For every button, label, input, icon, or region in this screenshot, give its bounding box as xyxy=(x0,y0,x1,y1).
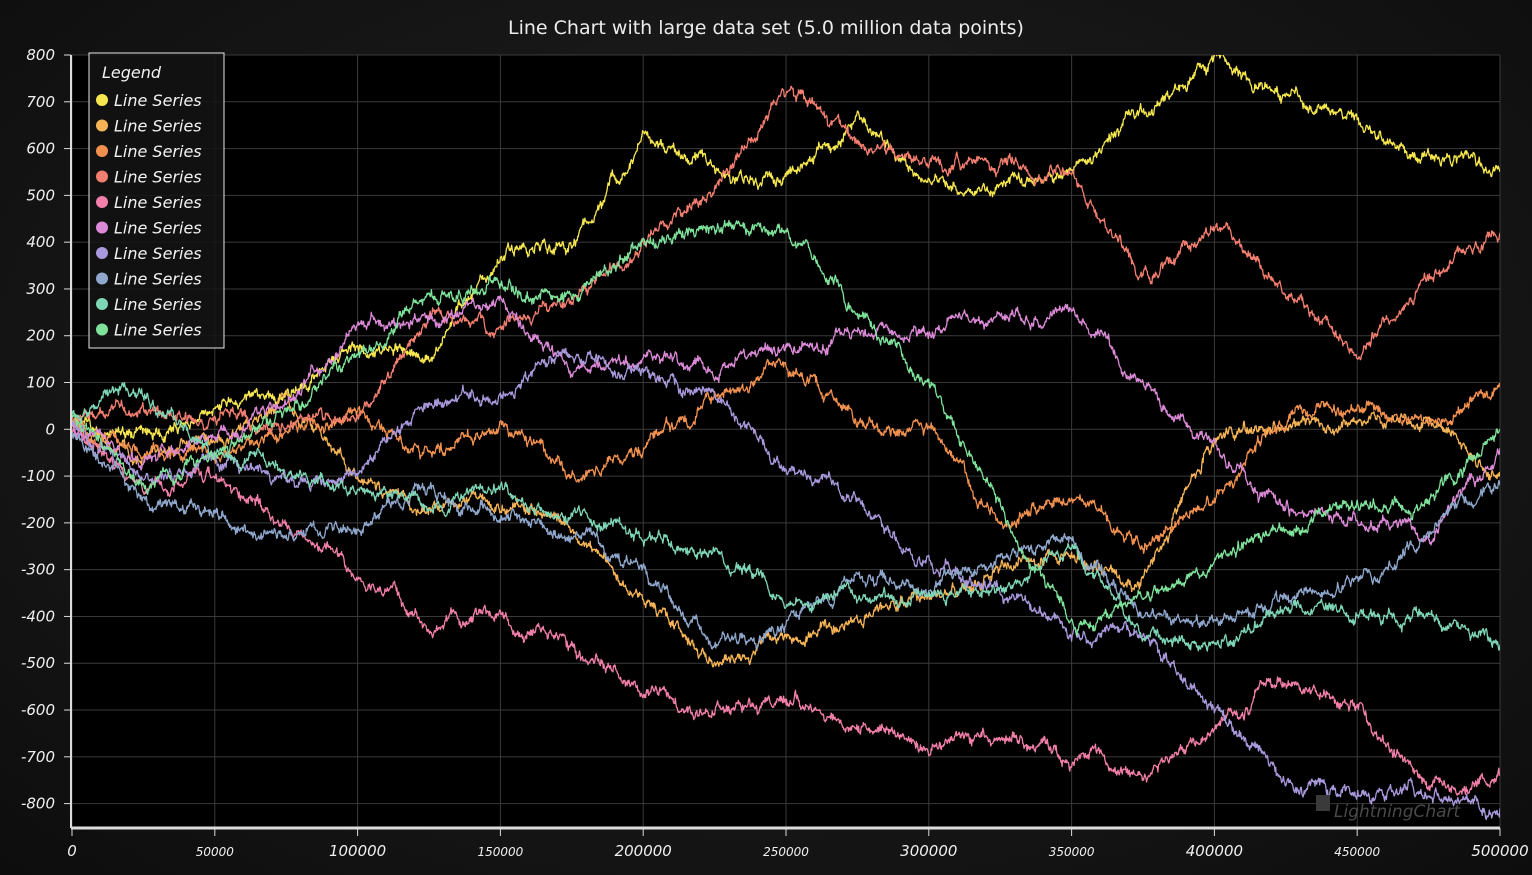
legend-marker-icon[interactable] xyxy=(96,145,108,157)
legend-item-label[interactable]: Line Series xyxy=(114,244,202,263)
x-tick-label: 0 xyxy=(67,842,77,860)
watermark: LightningChart xyxy=(1316,795,1462,822)
legend-item-label[interactable]: Line Series xyxy=(114,270,202,289)
legend-marker-icon[interactable] xyxy=(96,170,108,183)
legend-item-label[interactable]: Line Series xyxy=(114,295,202,314)
x-tick-label: 250000 xyxy=(763,845,809,859)
x-tick-label: 300000 xyxy=(900,842,957,860)
line-series-4[interactable] xyxy=(72,85,1500,436)
x-tick-label: 150000 xyxy=(477,845,523,859)
legend-item-label[interactable]: Line Series xyxy=(114,117,202,136)
legend-marker-icon[interactable] xyxy=(96,119,108,132)
line-series-9[interactable] xyxy=(72,381,1500,652)
y-tick-label: -200 xyxy=(21,514,55,532)
y-tick-label: 500 xyxy=(26,186,55,204)
legend-box xyxy=(88,52,225,349)
legend-marker-icon[interactable] xyxy=(96,196,108,208)
legend-item-label[interactable]: Line Series xyxy=(114,193,202,212)
line-series-6[interactable] xyxy=(72,295,1500,546)
y-tick-label: 600 xyxy=(26,140,55,158)
line-series-8[interactable] xyxy=(72,431,1500,650)
x-tick-label: 500000 xyxy=(1471,842,1528,860)
legend-marker-icon[interactable] xyxy=(96,323,108,336)
y-tick-label: -600 xyxy=(21,701,55,719)
chart-title: Line Chart with large data set (5.0 mill… xyxy=(508,17,1024,39)
watermark-text: LightningChart xyxy=(1334,802,1462,822)
x-tick-label: 100000 xyxy=(329,842,386,860)
legend-item-label[interactable]: Line Series xyxy=(114,91,202,110)
line-series-3[interactable] xyxy=(72,357,1500,554)
x-tick-label: 450000 xyxy=(1334,845,1380,859)
x-tick-label: 350000 xyxy=(1049,845,1095,859)
y-tick-label: 400 xyxy=(26,233,55,251)
y-tick-label: -700 xyxy=(21,748,55,766)
y-tick-label: 100 xyxy=(26,374,55,392)
line-series-7[interactable] xyxy=(72,347,1500,821)
y-tick-label: -300 xyxy=(21,561,55,579)
legend-item-label[interactable]: Line Series xyxy=(114,168,202,187)
y-tick-label: 800 xyxy=(26,46,55,64)
y-tick-label: 200 xyxy=(26,327,55,345)
legend-marker-icon[interactable] xyxy=(96,221,108,234)
y-tick-label: 700 xyxy=(26,93,55,111)
x-tick-label: 400000 xyxy=(1186,842,1243,860)
x-tick-label: 50000 xyxy=(196,845,235,859)
legend-marker-icon[interactable] xyxy=(96,298,108,310)
legend-item-label[interactable]: Line Series xyxy=(114,219,202,238)
legend-item-label[interactable]: Line Series xyxy=(114,142,202,161)
legend-marker-icon[interactable] xyxy=(96,94,108,106)
y-tick-label: -800 xyxy=(21,795,55,813)
y-tick-label: -100 xyxy=(21,467,55,485)
line-series-5[interactable] xyxy=(72,427,1500,796)
line-series-10[interactable] xyxy=(72,219,1500,637)
y-axis: 800 700 600 500 400 300 200 100 0 -100 -200 -300 -40… xyxy=(21,46,71,813)
legend-marker-icon[interactable] xyxy=(96,272,108,285)
watermark-logo-icon xyxy=(1316,795,1330,811)
legend-title: Legend xyxy=(102,63,162,82)
y-tick-label: 0 xyxy=(45,420,55,438)
y-tick-label: -500 xyxy=(21,654,55,672)
legend[interactable]: Legend Line Series Line Series Line Series… xyxy=(88,52,225,349)
x-tick-label: 200000 xyxy=(615,842,672,860)
legend-item-label[interactable]: Line Series xyxy=(114,321,202,340)
line-series-1[interactable] xyxy=(72,51,1500,443)
series-group xyxy=(72,51,1500,821)
legend-marker-icon[interactable] xyxy=(96,247,108,259)
y-tick-label: -400 xyxy=(21,607,55,625)
y-tick-label: 300 xyxy=(26,280,55,298)
x-axis: 0 50000 100000 150000 200000 250000 300000 3500… xyxy=(67,828,1529,860)
